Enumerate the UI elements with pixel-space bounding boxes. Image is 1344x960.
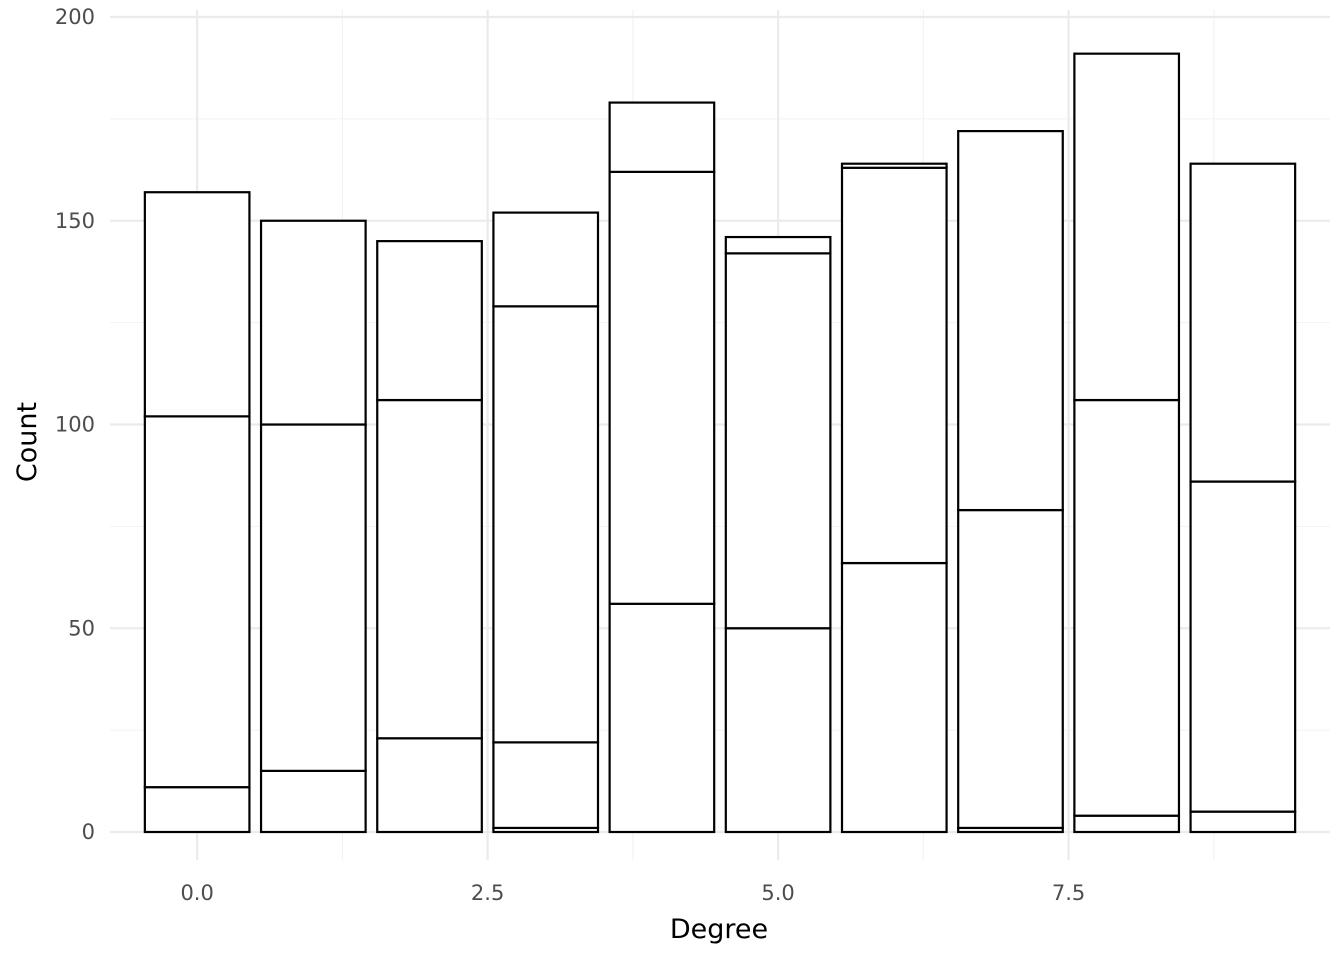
- bar-segment: [1073, 398, 1181, 817]
- bar-segment: [608, 170, 716, 605]
- bar-segment: [1189, 480, 1297, 813]
- bar-segment: [1189, 162, 1297, 483]
- y-tick-label: 50: [68, 616, 95, 640]
- bar-segment: [492, 741, 600, 830]
- y-axis-title: Count: [12, 402, 43, 482]
- x-axis-title: Degree: [670, 914, 768, 945]
- x-axis-ticks: 0.0 2.5 5.0 7.5: [180, 881, 1085, 905]
- bar-segment: [492, 305, 600, 744]
- bar-segment: [1189, 810, 1297, 834]
- bar-segment: [376, 398, 483, 740]
- x-tick-label: 5.0: [761, 881, 794, 905]
- y-tick-label: 200: [55, 5, 95, 29]
- bar-segment: [143, 786, 251, 834]
- bar-segment: [724, 235, 832, 255]
- x-tick-label: 2.5: [471, 881, 504, 905]
- bar-segment: [492, 211, 600, 308]
- bar-segment: [143, 415, 251, 789]
- x-tick-label: 0.0: [180, 881, 213, 905]
- bar-segment: [608, 602, 716, 834]
- bar-segment: [724, 627, 832, 834]
- bar-segment: [259, 219, 367, 426]
- y-tick-label: 100: [55, 413, 95, 437]
- bar-segment: [957, 508, 1064, 830]
- y-axis-ticks: 0 50 100 150 200: [55, 5, 95, 844]
- bar-segment: [376, 737, 483, 834]
- bar-segment: [840, 166, 948, 565]
- y-tick-label: 0: [82, 820, 95, 844]
- bar-segment: [724, 252, 832, 630]
- bar-segment: [1073, 814, 1181, 834]
- bar-segment: [1073, 52, 1181, 402]
- bar-segment: [608, 101, 716, 173]
- bar-segment: [143, 191, 251, 418]
- y-tick-label: 150: [55, 209, 95, 233]
- x-tick-label: 7.5: [1052, 881, 1085, 905]
- bar-segment: [376, 240, 483, 402]
- bar-segment: [259, 423, 367, 772]
- bar-segment: [957, 130, 1064, 512]
- bar-segment: [840, 561, 948, 834]
- bar-segment: [259, 769, 367, 834]
- bar-segment: [840, 162, 948, 169]
- bars: [143, 52, 1297, 834]
